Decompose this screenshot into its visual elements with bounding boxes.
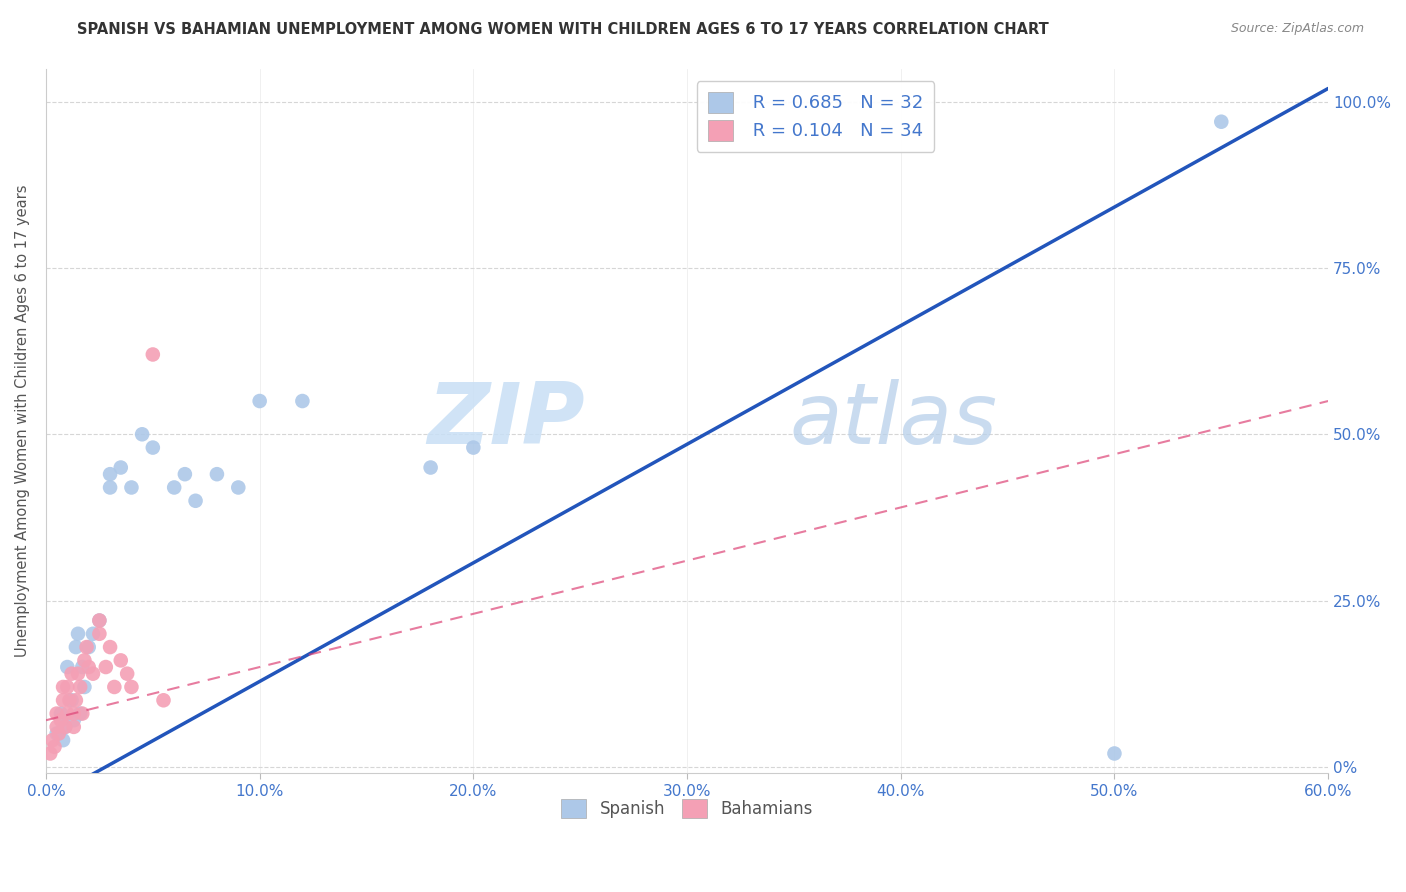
Point — [76, 640, 98, 654]
Point — [82, 666, 104, 681]
Point — [62, 713, 84, 727]
Point — [152, 693, 174, 707]
Point — [53, 720, 76, 734]
Point — [49, 706, 72, 721]
Point — [226, 480, 249, 494]
Point — [291, 394, 314, 409]
Point — [66, 666, 89, 681]
Point — [66, 627, 89, 641]
Point — [56, 706, 79, 721]
Point — [82, 627, 104, 641]
Point — [89, 614, 111, 628]
Point — [98, 640, 121, 654]
Point — [49, 713, 72, 727]
Point — [44, 739, 66, 754]
Point — [184, 493, 207, 508]
Point — [73, 680, 96, 694]
Point — [45, 720, 67, 734]
Y-axis label: Unemployment Among Women with Children Ages 6 to 17 years: Unemployment Among Women with Children A… — [15, 185, 30, 657]
Point — [142, 441, 165, 455]
Point — [110, 653, 132, 667]
Point — [72, 706, 94, 721]
Text: Source: ZipAtlas.com: Source: ZipAtlas.com — [1230, 22, 1364, 36]
Point — [120, 480, 142, 494]
Text: SPANISH VS BAHAMIAN UNEMPLOYMENT AMONG WOMEN WITH CHILDREN AGES 6 TO 17 YEARS CO: SPANISH VS BAHAMIAN UNEMPLOYMENT AMONG W… — [77, 22, 1049, 37]
Point — [77, 660, 100, 674]
Text: atlas: atlas — [790, 379, 998, 462]
Point — [60, 666, 83, 681]
Text: ZIP: ZIP — [427, 379, 585, 462]
Point — [52, 693, 75, 707]
Point — [48, 726, 70, 740]
Point — [103, 680, 125, 694]
Point — [52, 733, 75, 747]
Point — [110, 460, 132, 475]
Point — [56, 660, 79, 674]
Point — [205, 467, 228, 482]
Point — [73, 653, 96, 667]
Point — [65, 693, 87, 707]
Point — [120, 680, 142, 694]
Point — [1104, 747, 1126, 761]
Point — [45, 726, 67, 740]
Point — [52, 680, 75, 694]
Point — [131, 427, 153, 442]
Point — [163, 480, 186, 494]
Point — [62, 720, 84, 734]
Point — [249, 394, 271, 409]
Point — [39, 747, 62, 761]
Point — [98, 480, 121, 494]
Point — [94, 660, 117, 674]
Point — [69, 706, 91, 721]
Point — [115, 666, 138, 681]
Point — [463, 441, 485, 455]
Point — [89, 614, 111, 628]
Point — [72, 660, 94, 674]
Point — [45, 706, 67, 721]
Point — [1211, 114, 1233, 128]
Point — [77, 640, 100, 654]
Point — [62, 706, 84, 721]
Point — [60, 693, 83, 707]
Point — [65, 640, 87, 654]
Point — [56, 680, 79, 694]
Point — [58, 693, 80, 707]
Point — [173, 467, 195, 482]
Point — [142, 347, 165, 361]
Point — [89, 627, 111, 641]
Point — [41, 733, 63, 747]
Point — [53, 720, 76, 734]
Point — [98, 467, 121, 482]
Legend: Spanish, Bahamians: Spanish, Bahamians — [555, 792, 820, 825]
Point — [419, 460, 441, 475]
Point — [69, 680, 91, 694]
